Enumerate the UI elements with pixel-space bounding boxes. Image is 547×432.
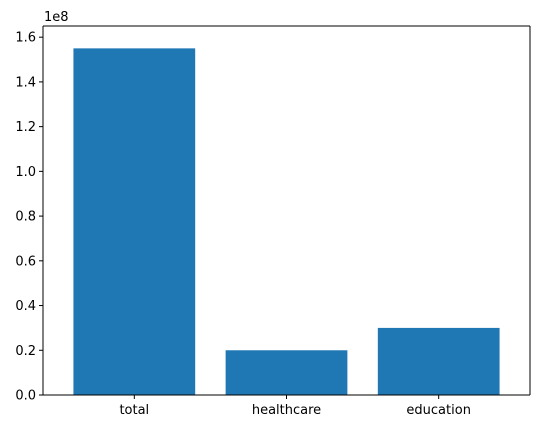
bars-layer — [73, 48, 500, 395]
y-tick-label: 0.8 — [15, 210, 36, 225]
bar-education — [377, 327, 500, 395]
y-tick-label: 0.0 — [15, 389, 36, 404]
x-tick-label: education — [406, 403, 471, 418]
axes-layer: 0.0 0.2 0.4 0.6 0.8 1.0 1.2 1.4 1.6 total healthca… — [15, 25, 531, 418]
y-tick-label: 1.4 — [15, 75, 36, 90]
y-tick-label: 0.4 — [15, 299, 36, 314]
y-tick-label: 0.6 — [15, 254, 36, 269]
y-tick-label: 0.2 — [15, 344, 36, 359]
y-tick-label: 1.2 — [15, 120, 36, 135]
x-tick-label: healthcare — [252, 403, 321, 418]
y-tick-label: 1.6 — [15, 31, 36, 46]
y-tick-label: 1.0 — [15, 165, 36, 180]
bar-healthcare — [225, 350, 348, 395]
x-tick-label: total — [119, 403, 149, 418]
y-axis-offset-label: 1e8 — [44, 10, 69, 25]
bar-total — [73, 48, 196, 395]
